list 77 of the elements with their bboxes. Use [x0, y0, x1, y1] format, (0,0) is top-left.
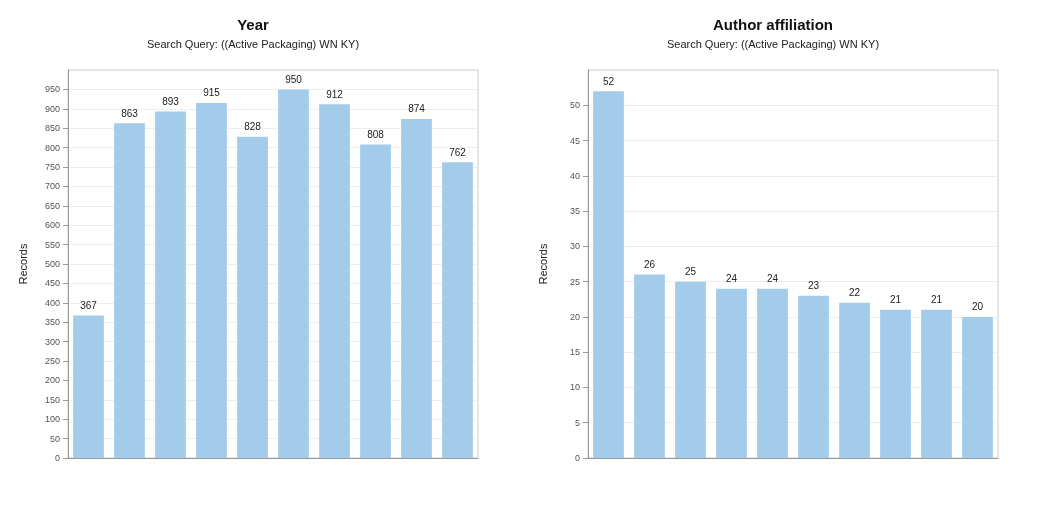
data-label: 950: [285, 73, 303, 85]
bar: [716, 288, 747, 458]
bar: [360, 144, 391, 458]
data-label: 21: [889, 294, 902, 306]
y-tick-label: 450: [44, 278, 60, 289]
data-label: 874: [408, 103, 426, 115]
bar: [921, 309, 952, 458]
y-tick-label: 350: [44, 317, 60, 328]
y-tick-label: 150: [44, 394, 60, 405]
y-tick-label: 25: [569, 276, 580, 287]
data-label: 367: [80, 300, 98, 312]
data-label: 24: [766, 273, 779, 285]
y-tick-label: 750: [44, 162, 60, 172]
chart-subtitle: Search Query: ((Active Packaging) WN KY): [146, 37, 360, 50]
bar: [73, 315, 104, 458]
bar: [196, 102, 227, 458]
bar: [319, 104, 350, 458]
data-label: 23: [807, 280, 820, 292]
data-label: 808: [367, 129, 385, 140]
bar: [593, 91, 624, 458]
bar: [798, 295, 829, 458]
bar: [757, 288, 788, 458]
y-axis-title: Records: [536, 243, 549, 285]
y-tick-label: 35: [569, 206, 580, 217]
data-label: 20: [971, 301, 984, 313]
bar: [278, 89, 309, 458]
y-tick-label: 5: [574, 417, 580, 428]
bar: [114, 123, 145, 458]
chart-subtitle: Search Query: ((Active Packaging) WN KY): [666, 37, 880, 50]
data-label: 21: [930, 294, 943, 306]
y-tick-label: 400: [44, 297, 60, 308]
y-tick-label: 10: [569, 382, 580, 393]
y-tick-label: 100: [44, 414, 60, 425]
data-label: 762: [449, 146, 467, 158]
y-tick-label: 300: [44, 336, 60, 347]
y-tick-label: 700: [44, 181, 60, 192]
y-tick-label: 50: [49, 433, 60, 444]
bar: [442, 162, 473, 458]
y-tick-label: 30: [569, 241, 580, 252]
y-tick-label: 800: [44, 142, 60, 153]
y-tick-label: 0: [54, 453, 60, 463]
data-label: 25: [684, 266, 697, 278]
y-tick-label: 0: [574, 453, 580, 463]
y-tick-label: 500: [44, 259, 60, 269]
bar: [962, 316, 993, 458]
chart-title: Year: [237, 16, 270, 33]
y-axis-title: Records: [16, 243, 29, 285]
bar: [675, 281, 706, 458]
y-tick-label: 50: [569, 100, 580, 111]
data-label: 893: [162, 96, 180, 108]
y-tick-label: 45: [569, 135, 580, 146]
y-tick-label: 200: [44, 375, 60, 386]
data-label: 863: [121, 107, 139, 119]
bar: [401, 118, 432, 458]
data-label: 22: [848, 287, 861, 299]
bar: [634, 274, 665, 458]
y-tick-label: 15: [569, 347, 580, 358]
y-tick-label: 550: [44, 239, 60, 250]
data-label: 26: [643, 259, 656, 271]
y-tick-label: 850: [44, 123, 60, 134]
data-label: 52: [602, 75, 615, 87]
data-label: 828: [244, 121, 262, 133]
y-tick-label: 40: [569, 170, 580, 181]
y-tick-label: 950: [44, 84, 60, 95]
y-tick-label: 20: [569, 311, 580, 322]
y-tick-label: 600: [44, 220, 60, 231]
chart-title: Author affiliation: [713, 16, 833, 33]
y-tick-label: 250: [44, 356, 60, 366]
data-label: 24: [725, 273, 738, 285]
data-label: 912: [326, 88, 344, 100]
y-tick-label: 650: [44, 200, 60, 211]
data-label: 915: [203, 87, 221, 99]
y-tick-label: 900: [44, 103, 60, 114]
bar: [839, 302, 870, 458]
bar: [155, 111, 186, 458]
bar: [880, 309, 911, 458]
bar: [237, 136, 268, 458]
